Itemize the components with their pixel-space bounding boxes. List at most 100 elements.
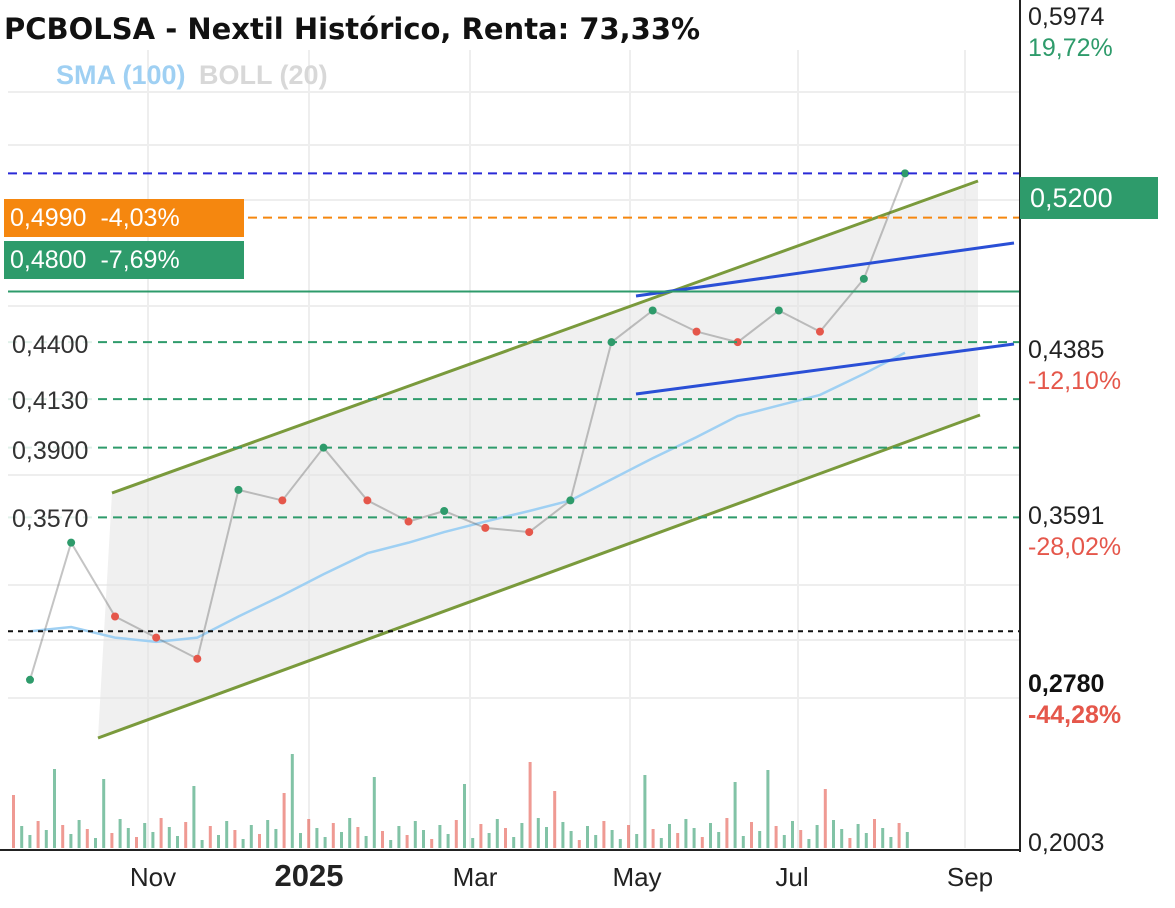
volume-bar-39 (331, 823, 335, 848)
volume-bar-80 (668, 824, 671, 848)
x-tick-mar: Mar (452, 862, 498, 892)
volume-bar-71 (594, 835, 598, 848)
x-tick-nov: Nov (129, 862, 177, 892)
volume-bar-16 (143, 823, 147, 848)
volume-bar-1 (20, 826, 24, 848)
axis-low-price: 0,3591 (1028, 502, 1105, 530)
axis-mid-pct: -12,10% (1028, 367, 1122, 395)
volume-bar-90 (750, 822, 753, 848)
volume-bar-40 (340, 832, 343, 848)
volume-bar-76 (635, 834, 639, 848)
volume-bar-7 (69, 834, 73, 848)
volume-bar-86 (717, 832, 721, 848)
trend-lower-line (635, 342, 1015, 396)
volume-bar-26 (225, 821, 229, 848)
volume-bar-62 (520, 823, 524, 848)
level-label-1: 0,4130 (4, 384, 97, 418)
legend-sma[interactable]: SMA (100) (56, 60, 186, 90)
volume-bar-67 (561, 822, 565, 848)
axis-bottom-price: 0,2003 (1028, 829, 1105, 857)
volume-bar-17 (151, 832, 155, 848)
volume-bar-87 (725, 818, 729, 848)
volume-bar-79 (659, 838, 663, 848)
volume-bar-104 (864, 833, 868, 848)
price-point-1 (67, 538, 76, 547)
volume-bar-32 (274, 829, 278, 848)
volume-bar-102 (848, 838, 852, 848)
sma-line (29, 351, 906, 644)
volume-bar-12 (110, 833, 114, 848)
price-point-17 (733, 338, 742, 347)
price-point-16 (692, 327, 701, 336)
axis-top-pct: 19,72% (1028, 34, 1113, 62)
current-price-tag: 0,5200 (1020, 177, 1158, 219)
price-point-9 (404, 517, 413, 526)
volume-bar-15 (135, 837, 138, 848)
volume-bar-38 (323, 837, 327, 848)
green-price-tag: 0,4800 -7,69% (4, 241, 244, 279)
volume-bar-30 (258, 834, 261, 848)
volume-bar-28 (241, 839, 245, 848)
price-point-19 (815, 327, 824, 336)
volume-bar-60 (504, 828, 507, 848)
price-point-20 (859, 274, 868, 283)
volume-bar-92 (766, 770, 770, 848)
volume-bar-45 (381, 831, 384, 848)
volume-bar-49 (413, 821, 417, 848)
volume-bar-8 (77, 820, 81, 848)
volume-bar-98 (815, 825, 819, 848)
volume-bar-31 (266, 820, 270, 848)
volume-bar-91 (758, 831, 762, 848)
x-tick-jul: Jul (775, 862, 809, 892)
indicator-legend[interactable]: SMA (100) BOLL (20) (56, 60, 328, 91)
volume-bar-61 (512, 837, 516, 848)
volume-bar-105 (873, 819, 876, 848)
green-tag-pct: -7,69% (100, 246, 180, 274)
price-point-6 (278, 496, 287, 505)
volume-bar-70 (586, 826, 589, 848)
volume-bar-5 (53, 769, 56, 848)
volume-bar-46 (389, 840, 393, 848)
price-point-15 (648, 306, 657, 315)
volume-bar-72 (602, 821, 606, 848)
trend-upper-line (635, 241, 1015, 298)
volume-bar-10 (94, 838, 97, 848)
volume-bar-9 (85, 829, 89, 848)
price-point-12 (525, 528, 534, 537)
volume-bar-68 (569, 831, 573, 848)
price-line (29, 172, 906, 681)
volume-bar-85 (709, 823, 712, 848)
legend-boll[interactable]: BOLL (20) (199, 60, 328, 90)
volume-bar-0 (12, 795, 15, 848)
volume-bar-94 (782, 835, 786, 848)
volume-bar-27 (233, 830, 237, 848)
volume-bar-106 (881, 828, 885, 848)
price-point-10 (440, 506, 449, 515)
volume-bar-66 (553, 791, 557, 848)
volume-bar-33 (282, 793, 286, 848)
price-point-18 (774, 306, 783, 315)
volume-bar-56 (471, 838, 475, 848)
volume-bar-43 (364, 836, 368, 848)
volume-bar-59 (495, 819, 499, 848)
volume-bar-54 (454, 820, 458, 848)
volume-bar-108 (897, 823, 901, 848)
volume-bar-18 (159, 818, 163, 848)
volume-bar-57 (479, 824, 483, 848)
volume-bar-11 (102, 779, 106, 848)
price-point-3 (152, 633, 161, 642)
axis-mid-price: 0,4385 (1028, 336, 1105, 364)
volume-bar-50 (422, 830, 425, 848)
volume-bar-51 (430, 839, 434, 848)
volume-bar-107 (889, 837, 893, 848)
volume-bar-84 (700, 837, 704, 848)
volume-bar-14 (126, 828, 130, 848)
volume-bar-3 (36, 821, 40, 848)
price-point-21 (901, 169, 909, 178)
volume-bar-97 (807, 839, 811, 848)
axis-top-price: 0,5974 (1028, 3, 1105, 31)
volume-bar-100 (832, 820, 835, 848)
volume-bar-73 (610, 830, 614, 848)
volume-bar-25 (217, 835, 220, 848)
volume-bar-81 (676, 833, 680, 848)
